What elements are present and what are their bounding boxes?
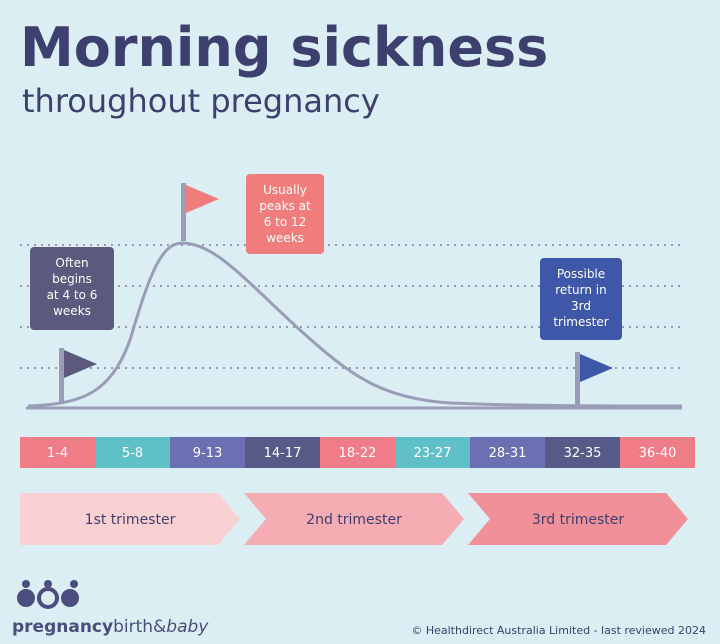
week-band: [170, 437, 245, 468]
week-label: 1-4: [47, 446, 68, 461]
flag: [186, 185, 219, 213]
flag-return: [575, 352, 613, 406]
callout-line: Often: [55, 256, 88, 270]
callout-line: begins: [52, 272, 92, 286]
week-label: 23-27: [414, 446, 452, 461]
flag-pole: [59, 348, 64, 404]
callout-line: 6 to 12: [264, 215, 307, 229]
callout-line: weeks: [53, 304, 91, 318]
week-band: [245, 437, 320, 468]
footer: © Healthdirect Australia Limited - last …: [411, 624, 706, 637]
week-band: [545, 437, 620, 468]
week-label: 32-35: [564, 446, 602, 461]
trimester-label: 1st trimester: [85, 512, 176, 528]
flag-pole: [575, 352, 580, 406]
week-band: [395, 437, 470, 468]
callout-box: [246, 174, 324, 254]
week-label: 36-40: [639, 446, 677, 461]
callout-text: Usually peaks at 6 to 12 weeks: [259, 183, 311, 245]
guide-lines: [20, 244, 682, 369]
week-band: [95, 437, 170, 468]
sickness-curve: [27, 241, 683, 408]
callout-line: weeks: [266, 231, 304, 245]
flag: [64, 350, 97, 378]
callout-line: 3rd: [571, 299, 591, 313]
callout-box: [540, 258, 622, 340]
callout-line: peaks at: [259, 199, 311, 213]
logo-text: pregnancybirth&baby: [12, 617, 209, 637]
callouts: Often begins at 4 to 6 weeks Usually peaks at…: [30, 174, 622, 340]
week-bands: 1-4 5-8 9-13 14-17 18-22 23-27 28-31 32-35 36-40: [20, 437, 695, 468]
trimester-chevron: [20, 493, 240, 545]
trimesters: 1st trimester 2nd trimester 3rd trimester: [20, 493, 688, 545]
callout-line: return in: [555, 283, 606, 297]
trimester-label: 3rd trimester: [532, 512, 625, 528]
trimester-label: 2nd trimester: [306, 512, 402, 528]
logo-mark: [17, 589, 35, 607]
week-label: 28-31: [489, 446, 527, 461]
week-band: [20, 437, 95, 468]
flag-peak: [181, 183, 219, 241]
callout-line: trimester: [553, 315, 608, 329]
logo-mark: [61, 589, 79, 607]
week-band: [620, 437, 695, 468]
flag-pole: [181, 183, 186, 241]
week-label: 18-22: [339, 446, 377, 461]
callout-box: [30, 247, 114, 330]
logo: pregnancybirth&baby: [12, 580, 209, 637]
callout-line: Possible: [557, 267, 605, 281]
trimester-chevron: [468, 493, 688, 545]
logo-mark: [37, 587, 59, 609]
week-band: [320, 437, 395, 468]
week-label: 9-13: [193, 446, 223, 461]
logo-regular: birth&: [113, 617, 166, 637]
logo-mark: [22, 580, 30, 588]
title: Morning sickness: [20, 16, 548, 79]
trimester-chevron: [244, 493, 464, 545]
week-label: 14-17: [264, 446, 302, 461]
week-band: [470, 437, 545, 468]
logo-mark: [70, 580, 78, 588]
flag: [580, 354, 613, 382]
logo-bold: pregnancy: [12, 617, 113, 637]
flag-start: [59, 348, 97, 404]
week-label: 5-8: [122, 446, 143, 461]
logo-italic: baby: [166, 617, 209, 637]
callout-line: Usually: [263, 183, 307, 197]
logo-mark: [44, 580, 52, 588]
callout-text: Often begins at 4 to 6 weeks: [47, 256, 98, 318]
callout-text: Possible return in 3rd trimester: [553, 267, 608, 329]
subtitle: throughout pregnancy: [22, 82, 380, 120]
callout-line: at 4 to 6: [47, 288, 98, 302]
